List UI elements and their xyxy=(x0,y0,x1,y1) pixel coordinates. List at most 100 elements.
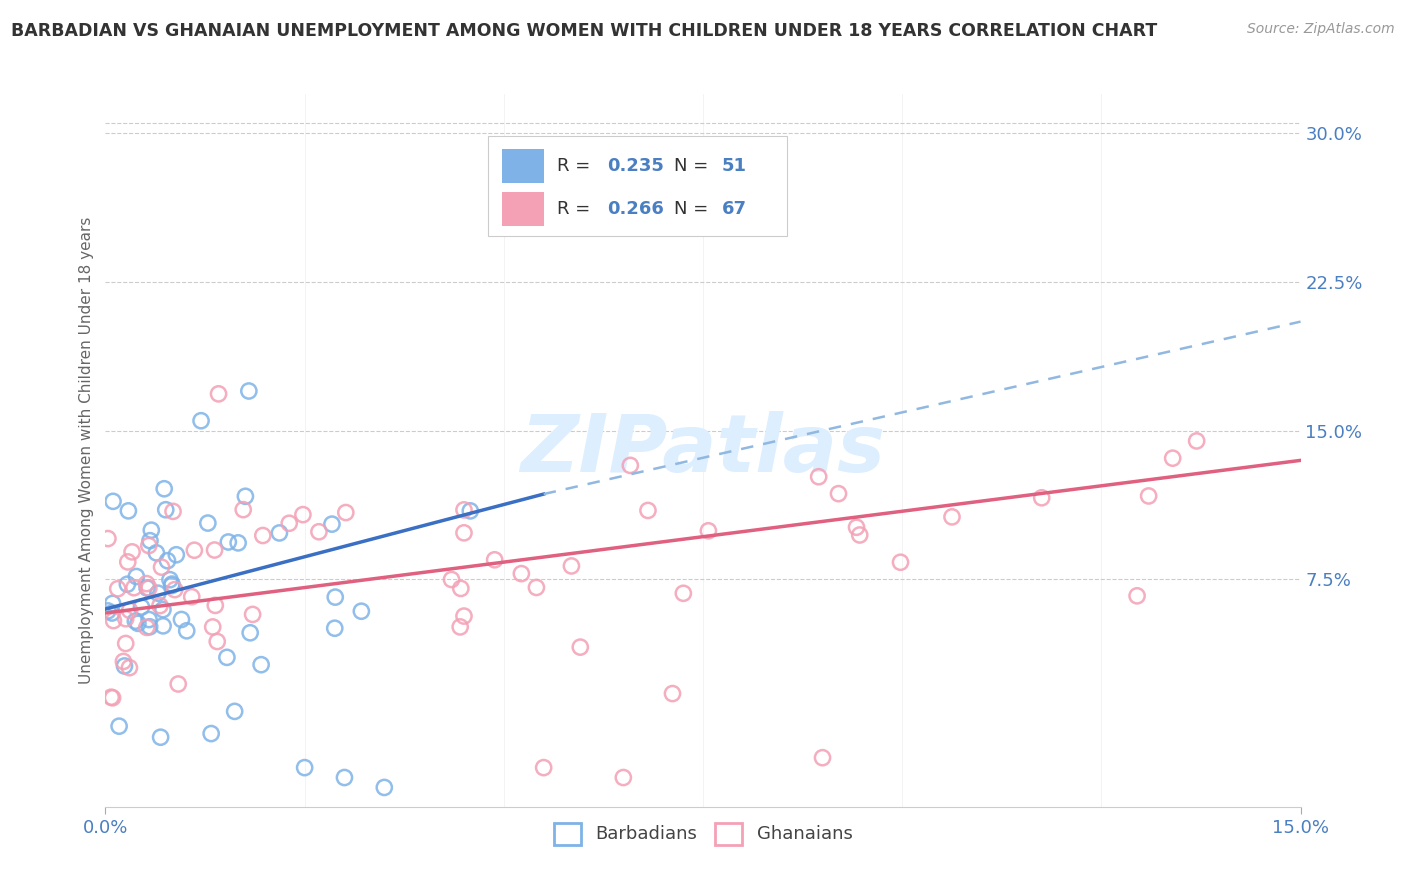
Point xyxy=(453,609,475,624)
Point xyxy=(453,525,475,540)
Point xyxy=(97,532,120,546)
Point xyxy=(569,640,592,654)
Point xyxy=(460,504,482,518)
Point xyxy=(152,619,174,633)
Point xyxy=(321,517,343,532)
Text: R =: R = xyxy=(557,201,596,219)
Point xyxy=(101,690,124,705)
Point xyxy=(114,612,136,626)
Point xyxy=(848,528,870,542)
Point xyxy=(661,687,683,701)
Point xyxy=(183,543,205,558)
Point xyxy=(533,761,555,775)
Point xyxy=(117,577,139,591)
Point xyxy=(308,524,330,539)
Point xyxy=(167,677,190,691)
Point xyxy=(1185,434,1208,448)
Point xyxy=(121,545,143,559)
Point xyxy=(160,578,183,592)
Point xyxy=(526,581,548,595)
Text: Source: ZipAtlas.com: Source: ZipAtlas.com xyxy=(1247,22,1395,37)
Text: R =: R = xyxy=(557,157,596,175)
Point xyxy=(101,494,124,508)
Text: ZIPatlas: ZIPatlas xyxy=(520,411,886,490)
Text: 51: 51 xyxy=(723,157,747,175)
Point xyxy=(162,504,184,518)
Point xyxy=(97,604,120,618)
Point xyxy=(100,690,122,705)
Point xyxy=(224,705,246,719)
Point xyxy=(637,503,659,517)
Point xyxy=(207,634,229,648)
Point xyxy=(278,516,301,531)
Text: BARBADIAN VS GHANAIAN UNEMPLOYMENT AMONG WOMEN WITH CHILDREN UNDER 18 YEARS CORR: BARBADIAN VS GHANAIAN UNEMPLOYMENT AMONG… xyxy=(11,22,1157,40)
Point xyxy=(811,750,834,764)
Point xyxy=(235,489,257,503)
Point xyxy=(138,620,160,634)
FancyBboxPatch shape xyxy=(488,136,787,236)
Point xyxy=(1031,491,1053,505)
Point xyxy=(226,536,249,550)
Point xyxy=(450,582,472,596)
Point xyxy=(672,586,695,600)
Point xyxy=(118,660,141,674)
Point xyxy=(146,586,169,600)
Point xyxy=(155,502,177,516)
Point xyxy=(453,503,475,517)
Point xyxy=(204,599,226,613)
Point xyxy=(135,576,157,591)
Point xyxy=(335,506,357,520)
Point xyxy=(1126,589,1149,603)
Point xyxy=(127,616,149,631)
Point xyxy=(117,504,139,518)
Point xyxy=(440,573,463,587)
Point xyxy=(117,555,139,569)
Point xyxy=(232,502,254,516)
Point xyxy=(200,726,222,740)
Point xyxy=(612,771,634,785)
Point xyxy=(269,525,291,540)
Point xyxy=(1161,451,1184,466)
Point xyxy=(124,614,146,628)
Point xyxy=(291,508,314,522)
Point xyxy=(139,533,162,548)
Point xyxy=(150,560,173,574)
Bar xyxy=(502,192,544,226)
Point xyxy=(294,761,316,775)
Point xyxy=(323,590,346,604)
Point xyxy=(112,655,135,669)
Point xyxy=(180,590,202,604)
Point xyxy=(107,582,129,596)
Point xyxy=(449,620,471,634)
Point xyxy=(170,612,193,626)
Point xyxy=(197,516,219,530)
Point xyxy=(807,469,830,483)
Point xyxy=(217,535,239,549)
Point xyxy=(510,566,533,581)
Point xyxy=(242,607,264,622)
Point xyxy=(252,528,274,542)
Point xyxy=(136,581,159,595)
Point xyxy=(163,582,186,597)
Point xyxy=(135,620,157,634)
Y-axis label: Unemployment Among Women with Children Under 18 years: Unemployment Among Women with Children U… xyxy=(79,217,94,684)
Text: N =: N = xyxy=(675,201,714,219)
Point xyxy=(201,620,224,634)
Text: N =: N = xyxy=(675,157,714,175)
Point xyxy=(619,458,641,473)
Point xyxy=(160,577,183,591)
Text: 0.266: 0.266 xyxy=(607,201,664,219)
Text: 0.235: 0.235 xyxy=(607,157,664,175)
Point xyxy=(207,387,229,401)
Point xyxy=(149,599,172,613)
Point xyxy=(239,625,262,640)
Point xyxy=(103,614,125,628)
Point xyxy=(238,384,260,398)
Point xyxy=(149,730,172,744)
Point xyxy=(484,553,506,567)
Point xyxy=(141,523,163,537)
Point xyxy=(827,486,849,500)
Point xyxy=(323,621,346,635)
Point xyxy=(138,581,160,595)
Point xyxy=(204,543,226,558)
